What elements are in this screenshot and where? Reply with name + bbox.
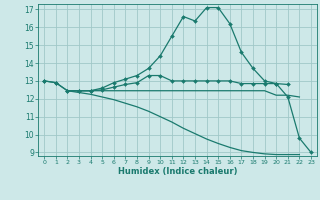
X-axis label: Humidex (Indice chaleur): Humidex (Indice chaleur) xyxy=(118,167,237,176)
